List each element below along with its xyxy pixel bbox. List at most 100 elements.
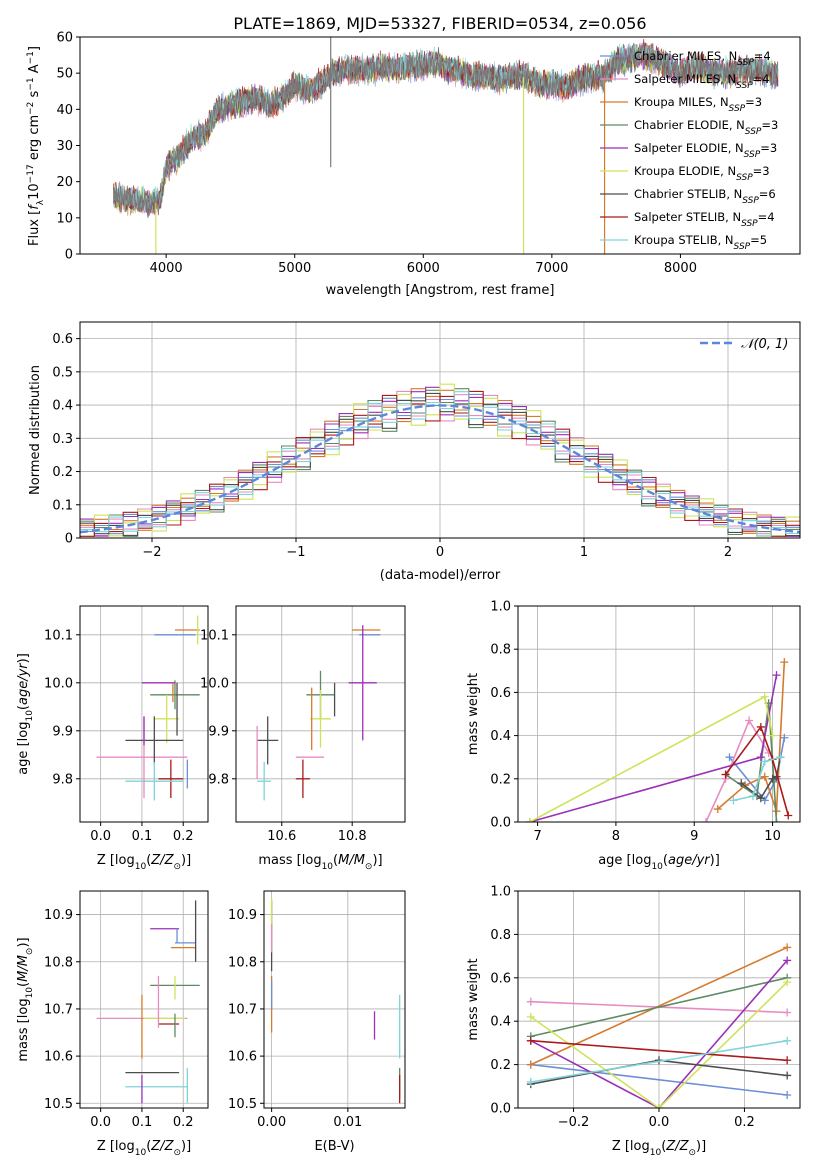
weight-marker bbox=[737, 779, 746, 788]
y-tick-label: 10.0 bbox=[200, 676, 229, 691]
y-tick-label: 0.8 bbox=[490, 643, 511, 658]
x-tick-label: 0.2 bbox=[173, 1115, 194, 1130]
axes-spectrum: 4000 5000 6000 7000 8000 0 10 20 30 40 50 60 bbox=[56, 31, 697, 277]
weight-marker bbox=[760, 757, 769, 766]
weight-marker bbox=[772, 671, 781, 680]
weight-line bbox=[530, 959, 788, 1108]
y-tick-label: 10.0 bbox=[44, 676, 73, 691]
y-tick-label: 10.1 bbox=[200, 628, 229, 643]
weight-marker bbox=[784, 811, 793, 820]
weight-marker bbox=[655, 1104, 663, 1108]
y-tick-label: 0.4 bbox=[490, 729, 511, 744]
x-tick-label: 7000 bbox=[535, 261, 568, 276]
legend-label: Salpeter ELODIE, NSSP=3 bbox=[634, 141, 777, 160]
y-tick-label: 0.5 bbox=[52, 365, 73, 380]
weight-marker bbox=[745, 716, 754, 725]
y-tick-label: 0.0 bbox=[490, 816, 511, 831]
y-tick-label: 0.3 bbox=[52, 432, 73, 447]
x-tick-label: 0.2 bbox=[734, 1115, 755, 1130]
errorbar-plot bbox=[256, 625, 381, 801]
weight-marker bbox=[776, 753, 785, 762]
weight-marker bbox=[783, 1071, 792, 1080]
axes-mass_vs_Z: 0.0 0.1 0.2 10.5 10.6 10.7 10.8 10.9 bbox=[44, 891, 208, 1130]
weight-line bbox=[530, 981, 788, 1108]
y-tick-label: 10.9 bbox=[44, 908, 73, 923]
spectrum-plot bbox=[113, 37, 779, 254]
weight-marker bbox=[526, 1060, 535, 1069]
x-tick-label: −0.2 bbox=[558, 1115, 590, 1130]
x-tick-label: −1 bbox=[286, 545, 305, 560]
y-tick-label: 0 bbox=[65, 532, 73, 547]
x-tick-label: 0.0 bbox=[649, 1115, 670, 1130]
y-tick-label: 9.8 bbox=[208, 772, 229, 787]
legend-label: Chabrier STELIB, NSSP=6 bbox=[634, 187, 776, 206]
x-tick-label: 10.6 bbox=[267, 829, 296, 844]
y-tick-label: 0.2 bbox=[490, 772, 511, 787]
x-tick-label: 0 bbox=[436, 545, 444, 560]
legend-label: Kroupa ELODIE, NSSP=3 bbox=[634, 164, 770, 183]
x-tick-label: 4000 bbox=[150, 261, 183, 276]
errorbar-plot bbox=[96, 615, 200, 801]
legend-label: Kroupa MILES, NSSP=3 bbox=[634, 95, 762, 114]
y-tick-label: 0.8 bbox=[490, 928, 511, 943]
x-tick-label: 0.1 bbox=[132, 1115, 153, 1130]
x-tick-label: 0.2 bbox=[173, 829, 194, 844]
weight-marker bbox=[756, 722, 765, 731]
y-tick-label: 0.6 bbox=[490, 971, 511, 986]
axes-age_vs_mass: 10.6 10.8 9.8 9.9 10.0 10.1 bbox=[200, 606, 405, 844]
weight-marker bbox=[780, 733, 789, 742]
axes-age_vs_Z: 0.0 0.1 0.2 9.8 9.9 10.0 10.1 bbox=[44, 606, 208, 844]
weight-marker bbox=[783, 943, 792, 952]
x-tick-label: 1 bbox=[580, 545, 588, 560]
legend-label: Chabrier MILES, NSSP=4 bbox=[634, 49, 771, 68]
frame-mass_weight_vs_age bbox=[517, 605, 801, 823]
y-tick-label: 10.9 bbox=[228, 908, 257, 923]
x-tick-label: 0.0 bbox=[90, 1115, 111, 1130]
weight-line bbox=[705, 718, 770, 822]
y-tick-label: 10.8 bbox=[44, 955, 73, 970]
x-axis-label: mass [log10(M/M⊙)] bbox=[258, 853, 382, 872]
residual-plot bbox=[80, 383, 800, 537]
y-tick-label: 0.4 bbox=[490, 1015, 511, 1030]
frame-mass_vs_Z bbox=[79, 890, 209, 1109]
y-tick-label: 9.8 bbox=[52, 772, 73, 787]
frame-mass_weight_vs_Z bbox=[517, 890, 801, 1109]
y-tick-label: 0.6 bbox=[490, 686, 511, 701]
y-tick-label: 0.2 bbox=[52, 465, 73, 480]
frame-age_vs_mass bbox=[235, 605, 406, 823]
weight-line bbox=[529, 674, 778, 822]
weight-marker bbox=[783, 1090, 792, 1099]
y-tick-label: 50 bbox=[56, 67, 73, 82]
weight-marker bbox=[756, 753, 765, 762]
weight-marker bbox=[702, 818, 710, 822]
spectrum-frame bbox=[79, 36, 801, 255]
legend-label: Kroupa STELIB, NSSP=5 bbox=[634, 233, 767, 252]
weight-marker bbox=[725, 753, 734, 762]
weight-marker bbox=[526, 997, 535, 1006]
y-tick-label: 10.6 bbox=[44, 1050, 73, 1065]
weight-marker bbox=[768, 731, 777, 740]
y-tick-label: 10 bbox=[56, 211, 73, 226]
x-tick-label: 2 bbox=[724, 545, 732, 560]
y-tick-label: 0.6 bbox=[52, 332, 73, 347]
x-tick-label: 0.0 bbox=[90, 829, 111, 844]
weight-marker bbox=[729, 796, 738, 805]
y-tick-label: 10.6 bbox=[228, 1050, 257, 1065]
y-tick-label: 0.1 bbox=[52, 498, 73, 513]
y-tick-label: 10.8 bbox=[228, 955, 257, 970]
weight-plot bbox=[525, 658, 793, 822]
weight-marker bbox=[783, 1036, 792, 1045]
weight-plot bbox=[526, 943, 792, 1108]
x-axis-label: Z [log10(Z/Z⊙)] bbox=[612, 1139, 706, 1158]
x-axis-label: Z [log10(Z/Z⊙)] bbox=[97, 853, 191, 872]
frame-age_vs_Z bbox=[79, 605, 209, 823]
axes-mass_vs_ebv: 0.00 0.01 10.5 10.6 10.7 10.8 10.9 bbox=[228, 891, 405, 1130]
x-tick-label: 10.8 bbox=[338, 829, 367, 844]
x-tick-label: 7 bbox=[533, 829, 541, 844]
weight-line bbox=[530, 977, 788, 1038]
y-tick-label: 0.0 bbox=[490, 1102, 511, 1117]
y-tick-label: 1.0 bbox=[490, 600, 511, 615]
x-axis-label: wavelength [Angstrom, rest frame] bbox=[326, 283, 555, 298]
errorbar-plot bbox=[270, 898, 401, 1104]
